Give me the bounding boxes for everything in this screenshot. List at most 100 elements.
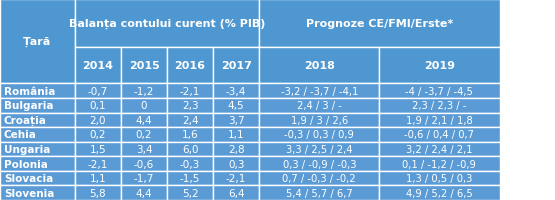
- Text: 0,3 / -0,9 / -0,3: 0,3 / -0,9 / -0,3: [282, 159, 356, 169]
- Text: -0,6: -0,6: [134, 159, 154, 169]
- Text: Polonia: Polonia: [4, 159, 48, 169]
- Text: Slovacia: Slovacia: [4, 173, 53, 183]
- Text: 0,1: 0,1: [90, 101, 106, 111]
- Text: 1,9 / 2,1 / 1,8: 1,9 / 2,1 / 1,8: [406, 115, 473, 125]
- Bar: [0, 84, 75, 98]
- Bar: [380, 142, 500, 156]
- Text: -1,2: -1,2: [134, 86, 154, 96]
- Bar: [0, 98, 75, 113]
- Text: 2019: 2019: [424, 61, 455, 71]
- Bar: [213, 156, 259, 171]
- Text: 3,3 / 2,5 / 2,4: 3,3 / 2,5 / 2,4: [286, 144, 352, 154]
- Text: Cehia: Cehia: [4, 130, 37, 140]
- Text: 1,5: 1,5: [90, 144, 106, 154]
- Bar: [259, 186, 380, 200]
- Bar: [121, 171, 167, 186]
- Bar: [259, 171, 380, 186]
- Bar: [121, 84, 167, 98]
- Text: 5,8: 5,8: [90, 188, 106, 198]
- Bar: [167, 128, 213, 142]
- Bar: [75, 113, 121, 128]
- Text: 3,7: 3,7: [228, 115, 244, 125]
- Bar: [213, 142, 259, 156]
- Bar: [121, 142, 167, 156]
- Bar: [213, 84, 259, 98]
- Bar: [75, 171, 121, 186]
- Bar: [380, 186, 500, 200]
- Bar: [0, 113, 75, 128]
- Bar: [213, 98, 259, 113]
- Bar: [259, 48, 380, 84]
- Text: 4,5: 4,5: [228, 101, 244, 111]
- Text: Ungaria: Ungaria: [4, 144, 51, 154]
- Text: 1,1: 1,1: [228, 130, 244, 140]
- Bar: [380, 156, 500, 171]
- Text: -3,2 / -3,7 / -4,1: -3,2 / -3,7 / -4,1: [281, 86, 358, 96]
- Bar: [213, 48, 259, 84]
- Text: 1,9 / 3 / 2,6: 1,9 / 3 / 2,6: [291, 115, 348, 125]
- Bar: [167, 171, 213, 186]
- Text: 2,8: 2,8: [228, 144, 244, 154]
- Text: -1,7: -1,7: [134, 173, 154, 183]
- Bar: [167, 186, 213, 200]
- Bar: [75, 0, 259, 48]
- Text: Prognoze CE/FMI/Erste*: Prognoze CE/FMI/Erste*: [306, 19, 453, 29]
- Bar: [380, 48, 500, 84]
- Bar: [0, 156, 75, 171]
- Text: 4,9 / 5,2 / 6,5: 4,9 / 5,2 / 6,5: [406, 188, 473, 198]
- Text: 2,4 / 3 / -: 2,4 / 3 / -: [297, 101, 342, 111]
- Text: Slovenia: Slovenia: [4, 188, 54, 198]
- Bar: [121, 128, 167, 142]
- Bar: [167, 84, 213, 98]
- Text: 4,4: 4,4: [136, 188, 152, 198]
- Bar: [75, 156, 121, 171]
- Bar: [75, 128, 121, 142]
- Text: 0,2: 0,2: [90, 130, 106, 140]
- Text: 5,4 / 5,7 / 6,7: 5,4 / 5,7 / 6,7: [286, 188, 352, 198]
- Bar: [167, 156, 213, 171]
- Text: 0,3: 0,3: [228, 159, 244, 169]
- Text: 3,4: 3,4: [136, 144, 152, 154]
- Bar: [259, 84, 380, 98]
- Text: 2017: 2017: [221, 61, 251, 71]
- Bar: [75, 186, 121, 200]
- Bar: [121, 113, 167, 128]
- Text: 2018: 2018: [304, 61, 335, 71]
- Bar: [167, 98, 213, 113]
- Bar: [259, 98, 380, 113]
- Bar: [121, 98, 167, 113]
- Bar: [0, 142, 75, 156]
- Text: -0,3 / 0,3 / 0,9: -0,3 / 0,3 / 0,9: [284, 130, 354, 140]
- Bar: [213, 128, 259, 142]
- Bar: [380, 113, 500, 128]
- Text: 0,1 / -1,2 / -0,9: 0,1 / -1,2 / -0,9: [402, 159, 476, 169]
- Text: -0,3: -0,3: [180, 159, 200, 169]
- Text: -2,1: -2,1: [88, 159, 108, 169]
- Text: 1,1: 1,1: [90, 173, 106, 183]
- Bar: [380, 128, 500, 142]
- Bar: [121, 156, 167, 171]
- Text: România: România: [4, 86, 56, 96]
- Bar: [259, 142, 380, 156]
- Text: 2,3 / 2,3 / -: 2,3 / 2,3 / -: [412, 101, 467, 111]
- Text: Bulgaria: Bulgaria: [4, 101, 53, 111]
- Bar: [213, 186, 259, 200]
- Text: 2015: 2015: [129, 61, 159, 71]
- Bar: [75, 84, 121, 98]
- Text: 0: 0: [141, 101, 147, 111]
- Text: 6,4: 6,4: [228, 188, 244, 198]
- Text: 0,7 / -0,3 / -0,2: 0,7 / -0,3 / -0,2: [282, 173, 356, 183]
- Bar: [259, 113, 380, 128]
- Text: -1,5: -1,5: [180, 173, 200, 183]
- Bar: [259, 128, 380, 142]
- Text: 0,2: 0,2: [136, 130, 152, 140]
- Text: 1,3 / 0,5 / 0,3: 1,3 / 0,5 / 0,3: [406, 173, 473, 183]
- Text: Croația: Croația: [4, 115, 47, 125]
- Bar: [259, 0, 500, 48]
- Bar: [380, 171, 500, 186]
- Bar: [213, 113, 259, 128]
- Text: 5,2: 5,2: [182, 188, 198, 198]
- Text: 4,4: 4,4: [136, 115, 152, 125]
- Bar: [0, 128, 75, 142]
- Bar: [121, 48, 167, 84]
